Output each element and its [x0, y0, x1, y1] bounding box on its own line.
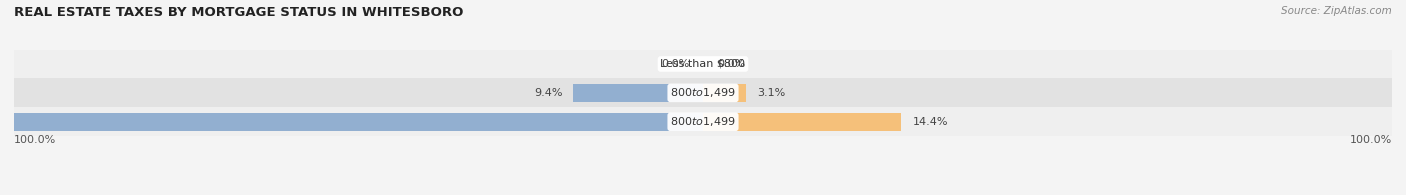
Text: Less than $800: Less than $800	[661, 59, 745, 69]
Text: 9.4%: 9.4%	[534, 88, 562, 98]
Bar	[14, 107, 1392, 136]
Text: 0.0%: 0.0%	[661, 59, 689, 69]
Bar	[703, 84, 745, 102]
Bar	[14, 50, 1392, 78]
Bar	[574, 84, 703, 102]
Text: $800 to $1,499: $800 to $1,499	[671, 86, 735, 99]
Bar	[703, 113, 901, 131]
Text: 3.1%: 3.1%	[756, 88, 785, 98]
Text: 100.0%: 100.0%	[1350, 135, 1392, 145]
Text: 100.0%: 100.0%	[14, 135, 56, 145]
Text: 14.4%: 14.4%	[912, 117, 948, 127]
Text: REAL ESTATE TAXES BY MORTGAGE STATUS IN WHITESBORO: REAL ESTATE TAXES BY MORTGAGE STATUS IN …	[14, 6, 464, 19]
Text: $800 to $1,499: $800 to $1,499	[671, 115, 735, 128]
Bar	[14, 78, 1392, 107]
Text: 0.0%: 0.0%	[717, 59, 745, 69]
Bar	[0, 113, 703, 131]
Text: Source: ZipAtlas.com: Source: ZipAtlas.com	[1281, 6, 1392, 16]
